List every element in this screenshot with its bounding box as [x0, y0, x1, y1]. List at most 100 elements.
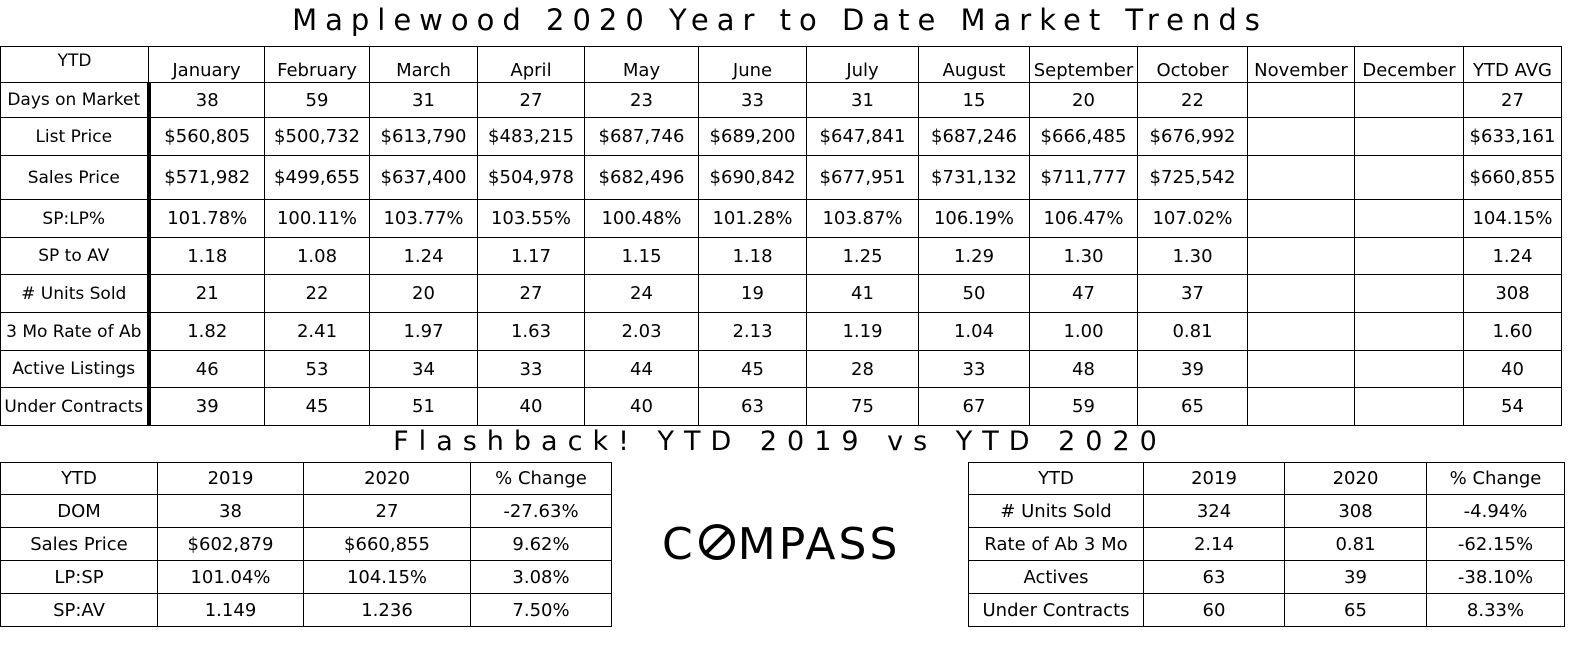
- column-header: % Change: [1426, 462, 1565, 495]
- row-label: LP:SP: [0, 560, 158, 594]
- table-cell: 1.24: [1463, 237, 1562, 275]
- table-cell: $682,496: [584, 155, 699, 200]
- table-cell: 75: [806, 387, 919, 426]
- table-row: Sales Price $602,879 $660,855 9.62%: [0, 527, 612, 561]
- table-cell: 59: [1029, 387, 1138, 426]
- table-row: SP to AV 1.18 1.08 1.24 1.17 1.15 1.18 1.25 1.29…: [0, 237, 1562, 275]
- table-cell: [1247, 199, 1355, 238]
- column-header: YTD: [968, 462, 1144, 495]
- table-cell: 104.15%: [303, 560, 471, 594]
- table-cell: 8.33%: [1426, 593, 1565, 627]
- table-cell: 44: [584, 350, 699, 388]
- comparison-table-right: YTD 2019 2020% Change # Units Sold 324 308 -4.…: [968, 462, 1565, 627]
- row-label: Active Listings: [0, 350, 151, 388]
- table-cell: 39: [148, 387, 265, 426]
- table-cell: 1.25: [806, 237, 919, 275]
- row-label: Sales Price: [0, 155, 151, 200]
- month-header: June: [698, 46, 807, 83]
- table-cell: $504,978: [477, 155, 585, 200]
- table-cell: 1.63: [477, 312, 585, 351]
- table-cell: 33: [477, 350, 585, 388]
- table-cell: 103.55%: [477, 199, 585, 238]
- row-label: Rate of Ab 3 Mo: [968, 527, 1144, 561]
- table-cell: 103.87%: [806, 199, 919, 238]
- table-cell: 67: [918, 387, 1030, 426]
- table-row: Rate of Ab 3 Mo 2.14 0.81 -62.15%: [968, 527, 1565, 561]
- table-cell: [1247, 82, 1355, 118]
- table-cell: [1247, 350, 1355, 388]
- table-cell: 9.62%: [470, 527, 612, 561]
- table-cell: 1.15: [584, 237, 699, 275]
- table-cell: 48: [1029, 350, 1138, 388]
- table-cell: 107.02%: [1137, 199, 1248, 238]
- row-label: DOM: [0, 494, 158, 528]
- row-label: Actives: [968, 560, 1144, 594]
- table-cell: 0.81: [1284, 527, 1427, 561]
- table-cell: 100.48%: [584, 199, 699, 238]
- table-row: Sales Price $571,982 $499,655 $637,400 $504,…: [0, 155, 1562, 200]
- compass-o-icon: [698, 524, 735, 560]
- table-cell: 22: [264, 274, 370, 313]
- row-label: # Units Sold: [0, 274, 151, 313]
- table-cell: $690,842: [698, 155, 807, 200]
- table-cell: [1354, 237, 1464, 275]
- table-cell: 2.03: [584, 312, 699, 351]
- table-cell: 27: [477, 274, 585, 313]
- month-header: February: [264, 46, 370, 83]
- table-cell: 60: [1143, 593, 1285, 627]
- month-header: March: [369, 46, 478, 83]
- table-cell: -4.94%: [1426, 494, 1565, 528]
- table-cell: 20: [369, 274, 478, 313]
- table-cell: $725,542: [1137, 155, 1248, 200]
- month-header: December: [1354, 46, 1464, 83]
- table-cell: $483,215: [477, 117, 585, 156]
- table-cell: [1247, 117, 1355, 156]
- table-cell: 54: [1463, 387, 1562, 426]
- table-cell: 19: [698, 274, 807, 313]
- table-cell: $689,200: [698, 117, 807, 156]
- table-cell: 63: [698, 387, 807, 426]
- column-header: 2019: [1143, 462, 1285, 495]
- table-cell: 50: [918, 274, 1030, 313]
- table-cell: 39: [1284, 560, 1427, 594]
- table-cell: 1.18: [148, 237, 265, 275]
- table-cell: $647,841: [806, 117, 919, 156]
- table-cell: 1.236: [303, 593, 471, 627]
- month-header: October: [1137, 46, 1248, 83]
- table-cell: $500,732: [264, 117, 370, 156]
- table-row: DOM 38 27 -27.63%: [0, 494, 612, 528]
- table-cell: 22: [1137, 82, 1248, 118]
- table-cell: [1354, 117, 1464, 156]
- row-label: # Units Sold: [968, 494, 1144, 528]
- table-cell: 7.50%: [470, 593, 612, 627]
- table-cell: 47: [1029, 274, 1138, 313]
- header-row: YTD 2019 2020% Change: [968, 462, 1565, 495]
- table-cell: 65: [1137, 387, 1248, 426]
- table-cell: 100.11%: [264, 199, 370, 238]
- table-cell: 34: [369, 350, 478, 388]
- table-cell: [1247, 387, 1355, 426]
- month-header: July: [806, 46, 919, 83]
- table-cell: $637,400: [369, 155, 478, 200]
- table-cell: $613,790: [369, 117, 478, 156]
- table-cell: $731,132: [918, 155, 1030, 200]
- column-header: % Change: [470, 462, 612, 495]
- table-cell: 2.14: [1143, 527, 1285, 561]
- table-cell: $660,855: [303, 527, 471, 561]
- table-cell: 1.04: [918, 312, 1030, 351]
- table-cell: 1.29: [918, 237, 1030, 275]
- month-header: August: [918, 46, 1030, 83]
- table-cell: 27: [477, 82, 585, 118]
- table-row: # Units Sold 21 22 20 27 24 19 41 50 47 37 308: [0, 274, 1562, 313]
- table-cell: 0.81: [1137, 312, 1248, 351]
- corner-cell: YTD: [0, 46, 149, 83]
- table-cell: -27.63%: [470, 494, 612, 528]
- table-cell: [1247, 237, 1355, 275]
- table-cell: 27: [303, 494, 471, 528]
- table-cell: 1.149: [157, 593, 304, 627]
- comparison-table-left: YTD 2019 2020% Change DOM 38 27 -27.63% Sales P…: [0, 462, 612, 627]
- table-cell: 2.41: [264, 312, 370, 351]
- table-cell: $499,655: [264, 155, 370, 200]
- table-cell: $676,992: [1137, 117, 1248, 156]
- table-cell: $687,746: [584, 117, 699, 156]
